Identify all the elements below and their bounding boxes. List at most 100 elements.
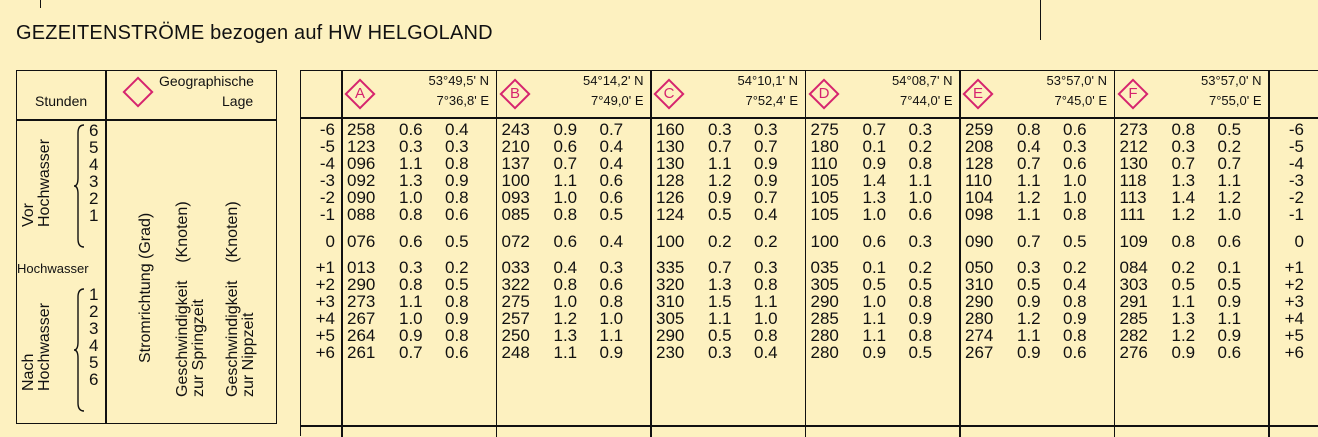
- spring-speed-cell: 0.2: [708, 232, 732, 251]
- direction-cell: 273: [347, 292, 376, 311]
- neap-speed-cell: 1.1: [1217, 309, 1242, 328]
- spring-speed-cell: 1.2: [1171, 326, 1196, 345]
- neap-speed-cell: 0.8: [908, 154, 933, 173]
- legend-header-rule: [17, 119, 276, 121]
- neap-speed-cell: 0.5: [1063, 232, 1087, 251]
- neap-speed-cell: 0.6: [1217, 232, 1242, 251]
- neap-speed-cell: 0.6: [599, 171, 624, 190]
- neap-speed-cell: 1.2: [1217, 188, 1242, 207]
- hour-offset-cell-right: -1: [1288, 205, 1304, 224]
- direction-cell: 105: [810, 171, 839, 190]
- direction-cell: 118: [1119, 171, 1147, 190]
- spring-speed-cell: 0.3: [399, 258, 423, 277]
- direction-cell: 280: [810, 343, 839, 362]
- neap-speed-cell: 1.1: [1217, 171, 1242, 190]
- spring-speed-cell: 1.1: [862, 309, 887, 328]
- spring-speed-cell: 0.3: [708, 120, 732, 139]
- neap-speed-cell: 0.6: [445, 205, 469, 224]
- hour-offset-cell: +5: [315, 326, 335, 345]
- direction-cell: 275: [501, 292, 530, 311]
- station-diamond-icon: E: [962, 78, 994, 110]
- neap-speed-cell: 0.6: [599, 275, 624, 294]
- direction-cell: 280: [810, 326, 839, 345]
- hour-offset-cell-right: +5: [1284, 326, 1304, 345]
- spring-speed-cell: 0.8: [553, 205, 578, 224]
- direction-cell: 275: [810, 120, 839, 139]
- hour-offset-cell: +3: [315, 292, 335, 311]
- station-letter: C: [663, 85, 675, 102]
- vor-hour-number: 1: [89, 206, 99, 225]
- direction-cell: 212: [1119, 137, 1148, 156]
- direction-cell: 310: [965, 275, 994, 294]
- hour-offset-cell-right: +3: [1284, 292, 1304, 311]
- station-longitude: 7°36,8' E: [436, 93, 490, 108]
- station-diamond-icon: B: [498, 78, 531, 110]
- neap-speed-cell: 0.5: [1217, 120, 1242, 139]
- neap-speed-cell: 0.6: [1063, 120, 1087, 139]
- direction-cell: 160: [656, 120, 685, 139]
- direction-cell: 110: [810, 154, 838, 173]
- hour-offset-cell: -2: [319, 188, 335, 207]
- direction-cell: 130: [656, 137, 685, 156]
- direction-cell: 050: [965, 258, 994, 277]
- neap-speed-cell: 0.2: [445, 258, 469, 277]
- spring-speed-cell: 1.2: [1017, 188, 1041, 207]
- spring-speed-cell: 0.7: [862, 120, 887, 139]
- direction-cell: 274: [965, 326, 994, 345]
- direction-cell: 100: [656, 232, 685, 251]
- neap-speed-cell: 0.5: [1217, 275, 1242, 294]
- spring-speed-cell: 0.7: [553, 154, 578, 173]
- hour-offset-cell: 0: [325, 232, 335, 251]
- spring-speed-cell: 0.8: [1017, 120, 1041, 139]
- spring-speed-cell: 0.3: [1017, 258, 1041, 277]
- neap-speed-cell: 0.3: [1063, 137, 1087, 156]
- neap-speed-cell: 0.6: [599, 188, 624, 207]
- vor-hour-number: 3: [89, 172, 99, 191]
- direction-cell: 124: [656, 205, 685, 224]
- station-divider: [495, 71, 497, 437]
- neap-speed-cell: 0.9: [599, 343, 624, 362]
- hour-offset-cell: -3: [319, 171, 335, 190]
- spring-speed-cell: 1.2: [1171, 205, 1196, 224]
- station-diamond-icon: C: [653, 78, 685, 110]
- spring-speed-cell: 0.9: [1171, 343, 1196, 362]
- station-divider: [650, 71, 652, 437]
- station-latitude: 54°10,1' N: [737, 73, 798, 88]
- spring-speed-cell: 0.8: [399, 275, 423, 294]
- direction-cell: 208: [965, 137, 994, 156]
- direction-cell: 130: [656, 154, 685, 173]
- spring-speed-cell: 0.8: [399, 205, 423, 224]
- direction-cell: 322: [501, 275, 530, 294]
- direction-cell: 305: [656, 309, 685, 328]
- neap-speed-cell: 0.8: [445, 154, 469, 173]
- direction-cell: 113: [1119, 188, 1147, 207]
- spring-speed-cell: 0.3: [1171, 137, 1196, 156]
- nach-hour-number: 6: [89, 370, 99, 389]
- neap-speed-cell: 0.4: [445, 120, 469, 139]
- spring-speed-cell: 0.6: [399, 120, 423, 139]
- direction-cell: 085: [501, 205, 530, 224]
- neap-speed-cell: 0.2: [1063, 258, 1087, 277]
- spring-speed-cell: 0.9: [553, 120, 578, 139]
- neap-speed-cell: 0.6: [1063, 154, 1087, 173]
- direction-cell: 248: [501, 343, 530, 362]
- spring-speed-cell: 1.2: [708, 171, 732, 190]
- direction-cell: 290: [810, 292, 839, 311]
- neap-speed-cell: 1.0: [754, 309, 778, 328]
- neap-speed-cell: 0.5: [908, 275, 933, 294]
- station-latitude: 53°49,5' N: [428, 73, 489, 88]
- neap-speed-cell: 0.7: [1217, 154, 1242, 173]
- direction-cell: 305: [810, 275, 839, 294]
- nach-line2: Hochwasser: [36, 302, 53, 391]
- direction-cell: 261: [347, 343, 376, 362]
- direction-cell: 076: [347, 232, 376, 251]
- neap-speed-cell: 0.8: [445, 326, 469, 345]
- station-latitude: 54°08,7' N: [892, 73, 953, 88]
- hour-offset-cell-right: +1: [1284, 258, 1304, 277]
- vor-hour-number: 5: [89, 138, 99, 157]
- spring-speed-cell: 1.1: [862, 326, 887, 345]
- neap-speed-cell: 0.6: [908, 205, 933, 224]
- nach-hour-number: 5: [89, 353, 99, 372]
- neap-speed-cell: 0.8: [1063, 292, 1087, 311]
- nipp-unit: (Knoten): [224, 201, 241, 263]
